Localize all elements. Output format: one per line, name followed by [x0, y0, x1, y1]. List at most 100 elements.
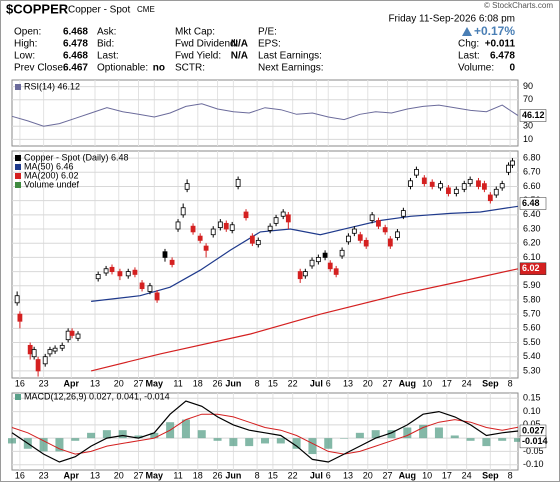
x-tick-label: 8 — [255, 470, 260, 480]
candle-body — [210, 228, 216, 236]
x-tick-label: 11 — [173, 378, 182, 388]
quote-label: EPS: — [258, 39, 281, 50]
macd-histogram-bar — [181, 419, 190, 439]
x-tick-label: Sep — [482, 470, 499, 480]
x-tick-label: 27 — [383, 378, 393, 388]
macd-histogram-bar — [118, 430, 127, 439]
candle-body — [499, 183, 505, 189]
candle-body — [103, 268, 109, 274]
candle-body — [327, 262, 333, 270]
candle-body — [27, 344, 33, 355]
candle-body — [229, 224, 235, 231]
x-tick-label: Sep — [482, 378, 499, 388]
candle-body — [387, 238, 393, 247]
candle-body — [184, 183, 190, 190]
macd-histogram-bar — [324, 438, 333, 449]
x-tick-label: Aug — [399, 378, 417, 388]
macd-histogram-bar — [292, 438, 301, 449]
quote-label: High: — [14, 39, 37, 50]
macd-histogram-bar — [355, 432, 364, 439]
candle-body — [446, 187, 451, 194]
panel-frame — [11, 79, 519, 147]
quote-value: 6.478 — [490, 51, 515, 62]
x-tick-label: 10 — [422, 378, 432, 388]
x-tick-label: 23 — [39, 378, 49, 388]
candle-body — [297, 271, 303, 280]
candle-body — [65, 330, 71, 341]
quote-value: 6.468 — [63, 51, 88, 62]
candle-body — [17, 313, 23, 322]
macd-histogram-bar — [498, 438, 507, 441]
legend-swatch — [15, 155, 21, 161]
quote-label: Last: — [458, 51, 480, 62]
quote-label: Ask: — [97, 27, 116, 38]
quote-label: Next Earnings: — [258, 63, 324, 74]
macd-histogram-bar — [102, 430, 111, 439]
macd-hist-tag: -0.014 — [522, 436, 548, 446]
x-tick-label: 17 — [442, 470, 452, 480]
x-tick-label: 10 — [422, 470, 432, 480]
quote-value: 0 — [509, 63, 515, 74]
candle-body — [162, 251, 168, 258]
macd-histogram-bar — [434, 427, 443, 439]
macd-histogram-bar — [276, 438, 285, 444]
candle-body — [147, 285, 153, 292]
candle-body — [476, 180, 481, 187]
candle-body — [169, 259, 175, 265]
candle-body — [154, 292, 160, 301]
x-tick-label: 27 — [383, 470, 393, 480]
macd-histogram-bar — [387, 430, 396, 439]
candle-body — [47, 349, 53, 355]
candle-body — [414, 169, 419, 176]
datetime: Friday 11-Sep-2026 6:08 pm — [388, 14, 515, 25]
exchange: CME — [137, 5, 155, 14]
candle-body — [42, 356, 48, 365]
x-tick-label: 27 — [133, 470, 143, 480]
quote-label: Bid: — [97, 39, 114, 50]
symbol: $COPPER — [6, 1, 69, 16]
quote-label: Last: — [97, 51, 119, 62]
y-tick-label: 6.70 — [523, 167, 541, 177]
candle-body — [438, 183, 443, 189]
y-tick-label: 6.80 — [523, 152, 541, 162]
candle-body — [59, 344, 65, 349]
ma200-tag: 6.02 — [522, 263, 540, 273]
candle-body — [203, 245, 209, 251]
y-tick-label: 5.60 — [523, 323, 541, 333]
candle-body — [52, 347, 58, 352]
y-tick-label: 5.30 — [523, 365, 541, 375]
ma50-line — [91, 205, 519, 302]
rsi-title: RSI(14) 46.12 — [24, 81, 80, 91]
candle-body — [315, 257, 321, 263]
legend-label: Volume undef — [24, 179, 80, 189]
candle-body — [376, 220, 381, 227]
x-tick-label: 22 — [288, 378, 298, 388]
y-tick-label: 6.20 — [523, 238, 541, 248]
x-tick-label: 6 — [326, 378, 331, 388]
quote-value: +0.011 — [485, 39, 516, 50]
candle-body — [285, 214, 291, 223]
quote-value: 6.478 — [63, 39, 88, 50]
x-tick-label: 8 — [255, 378, 260, 388]
candle-body — [395, 231, 400, 238]
legend-swatch — [15, 164, 21, 170]
candle-body — [69, 330, 75, 336]
macd-signal-line — [11, 413, 519, 455]
candle-body — [139, 282, 145, 290]
candle-body — [487, 194, 493, 202]
quote-label: Mkt Cap: — [175, 27, 215, 38]
y-tick-label: 0.15 — [523, 393, 541, 403]
x-tick-label: 15 — [268, 470, 278, 480]
macd-histogram-bar — [466, 438, 475, 441]
x-tick-label: 13 — [90, 378, 100, 388]
source: © StockCharts.com — [484, 1, 553, 10]
x-tick-label: 16 — [15, 378, 25, 388]
candle-body — [506, 164, 511, 173]
quote-value: N/A — [231, 39, 248, 50]
macd-histogram-bar — [134, 435, 143, 439]
x-tick-label: 18 — [193, 470, 203, 480]
rsi-tag-box — [519, 109, 547, 122]
candle-body — [510, 160, 515, 166]
x-tick-label: 20 — [114, 470, 124, 480]
